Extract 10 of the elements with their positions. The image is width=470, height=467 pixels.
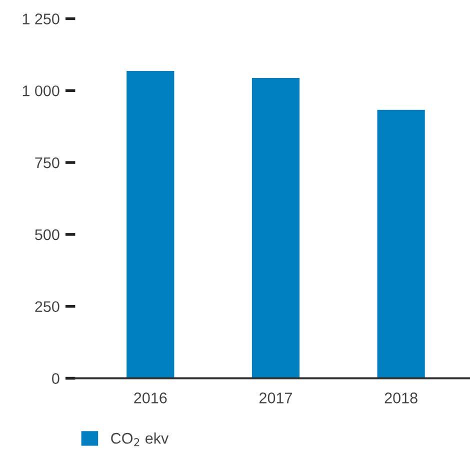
y-tick-label: 750 (35, 157, 60, 168)
x-tick-label: 2018 (384, 392, 418, 404)
y-tick-label: 500 (35, 229, 60, 240)
y-tick-label: 250 (35, 301, 60, 312)
y-tick-label: 1 250 (22, 14, 60, 24)
y-tick-label: 0 (52, 373, 60, 384)
x-tick-label: 2017 (260, 392, 292, 404)
legend-label: CO$_{2}$ ekv (111, 432, 169, 446)
x-tick-label: 2016 (134, 392, 167, 404)
y-tick-label: 1 000 (22, 85, 60, 96)
